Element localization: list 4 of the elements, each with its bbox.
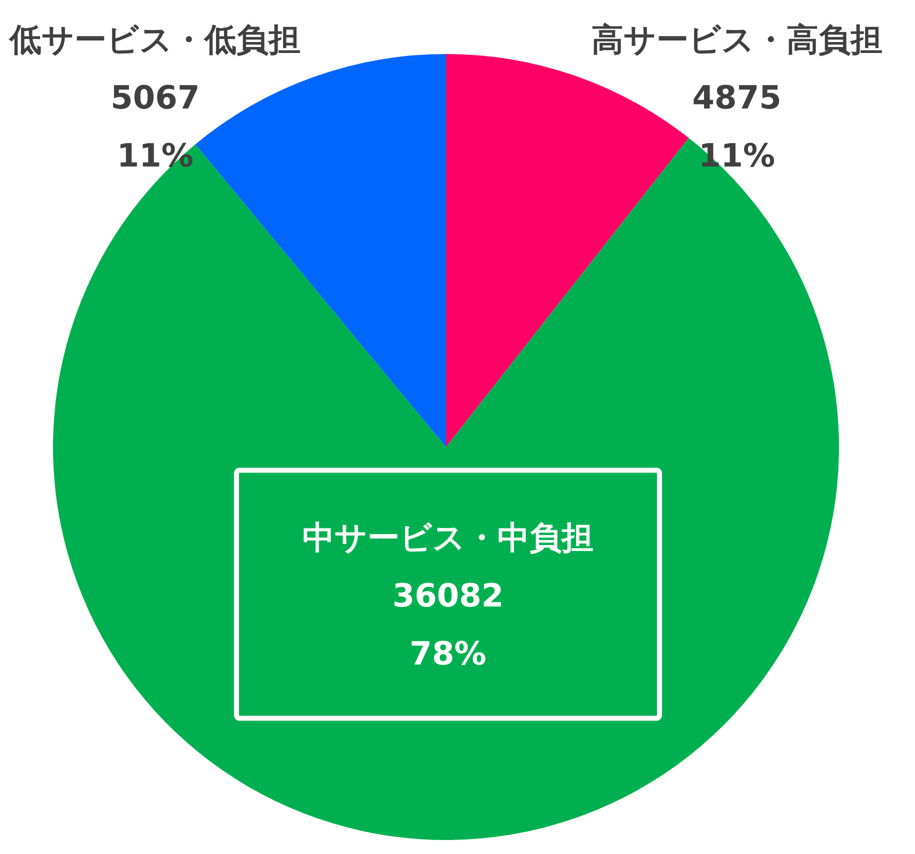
slice-label: 高サービス・高負担	[591, 20, 882, 58]
data-label: 36082 78%	[392, 576, 504, 673]
slice-label: 低サービス・低負担	[8, 20, 301, 58]
slice-label: 中サービス・中負担	[302, 518, 594, 557]
